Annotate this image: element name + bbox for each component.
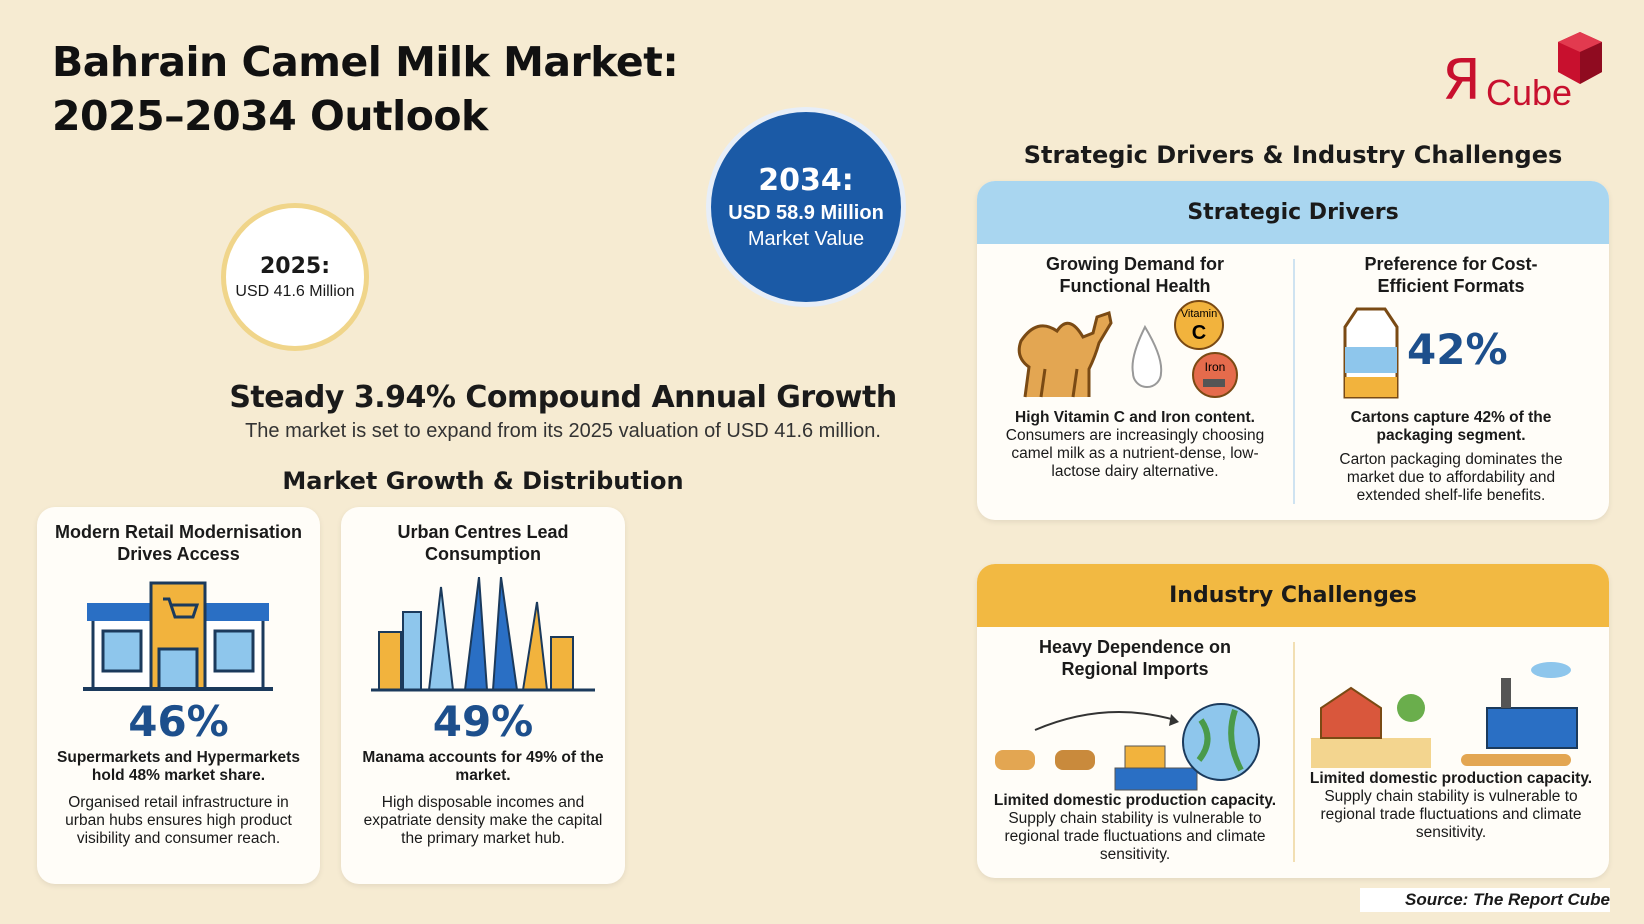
driver-item: Growing Demand for Functional Health Vit…	[985, 253, 1285, 481]
panel-heading: Industry Challenges	[977, 564, 1609, 627]
challenges-panel: Industry Challenges Heavy Dependence on …	[977, 564, 1609, 878]
source: Source: The Report Cube	[1360, 888, 1610, 912]
skyline-icon	[371, 577, 595, 692]
item-highlight: High Vitamin C and Iron content.	[1015, 409, 1255, 426]
challenge-item: Limited domestic production capacity. Su…	[1301, 658, 1601, 842]
card-highlight: Supermarkets and Hypermarkets hold 48% m…	[57, 749, 300, 784]
card-stat: 46%	[128, 697, 229, 746]
imports-icon	[995, 703, 1260, 791]
value-circle: 2025: USD 41.6 Million	[221, 203, 369, 351]
logo: Я Cube	[1440, 28, 1615, 118]
icon-label: Vitamin	[1181, 308, 1217, 320]
title-line: 2025–2034 Outlook	[52, 92, 488, 140]
logo-text: Cube	[1486, 72, 1573, 113]
circle-value: USD 58.9 Million	[728, 202, 884, 224]
section-title: Strategic Drivers & Industry Challenges	[1023, 141, 1563, 169]
logo-letter: Я	[1442, 48, 1481, 113]
growth-headline: Steady 3.94% Compound Annual Growth	[229, 380, 897, 415]
driver-item: Preference for Cost-Efficient Formats 42…	[1301, 253, 1601, 505]
item-title: Heavy Dependence on Regional Imports	[1038, 637, 1232, 679]
card-highlight: Manama accounts for 49% of the market.	[362, 749, 604, 784]
challenge-item: Heavy Dependence on Regional Imports Lim…	[985, 636, 1285, 864]
item-stat: 42%	[1407, 325, 1508, 374]
farm-icon	[1311, 662, 1578, 768]
card-text: High disposable incomes and expatriate d…	[363, 794, 603, 847]
item-text: Supply chain stability is vulnerable to …	[1320, 788, 1582, 841]
drivers-panel: Strategic Drivers Growing Demand for Fun…	[977, 181, 1609, 520]
item-text: Consumers are increasingly choosing came…	[1005, 427, 1265, 480]
logo-cube	[1558, 32, 1602, 84]
icon-label: C	[1192, 322, 1206, 344]
card: Modern Retail Modernisation Drives Acces…	[37, 507, 320, 884]
card: Urban Centres Lead Consumption 49% Manam…	[341, 507, 625, 884]
growth-text: The market is set to expand from its 202…	[245, 420, 881, 442]
divider	[1293, 642, 1295, 862]
card-title: Urban Centres Lead Consumption	[397, 522, 569, 564]
item-highlight: Limited domestic production capacity.	[993, 792, 1277, 809]
value-circle: 2034: USD 58.9 Million Market Value	[706, 107, 906, 307]
item-highlight: Limited domestic production capacity.	[1309, 770, 1593, 787]
item-text: Supply chain stability is vulnerable to …	[1004, 810, 1266, 863]
item-highlight: Cartons capture 42% of the packaging seg…	[1350, 409, 1552, 444]
panel-heading: Strategic Drivers	[977, 181, 1609, 244]
card-text: Organised retail infrastructure in urban…	[65, 794, 292, 847]
icon-label: Iron	[1205, 360, 1226, 374]
camel-icon: Vitamin C Iron	[1017, 300, 1238, 398]
item-text: Carton packaging dominates the market du…	[1339, 451, 1563, 504]
circle-year: 2025:	[259, 253, 331, 279]
circle-year: 2034:	[758, 163, 854, 198]
circle-caption: Market Value	[747, 228, 865, 250]
item-title: Preference for Cost-Efficient Formats	[1364, 254, 1538, 296]
store-icon	[83, 581, 273, 691]
divider	[1293, 259, 1295, 504]
card-stat: 49%	[432, 697, 534, 746]
carton-icon	[1343, 307, 1399, 399]
circle-value: USD 41.6 Million	[235, 282, 355, 300]
section-title: Market Growth & Distribution	[282, 467, 684, 495]
item-title: Growing Demand for Functional Health	[1045, 254, 1224, 296]
title-line: Bahrain Camel Milk Market:	[52, 38, 679, 86]
card-title: Modern Retail Modernisation Drives Acces…	[54, 522, 303, 564]
